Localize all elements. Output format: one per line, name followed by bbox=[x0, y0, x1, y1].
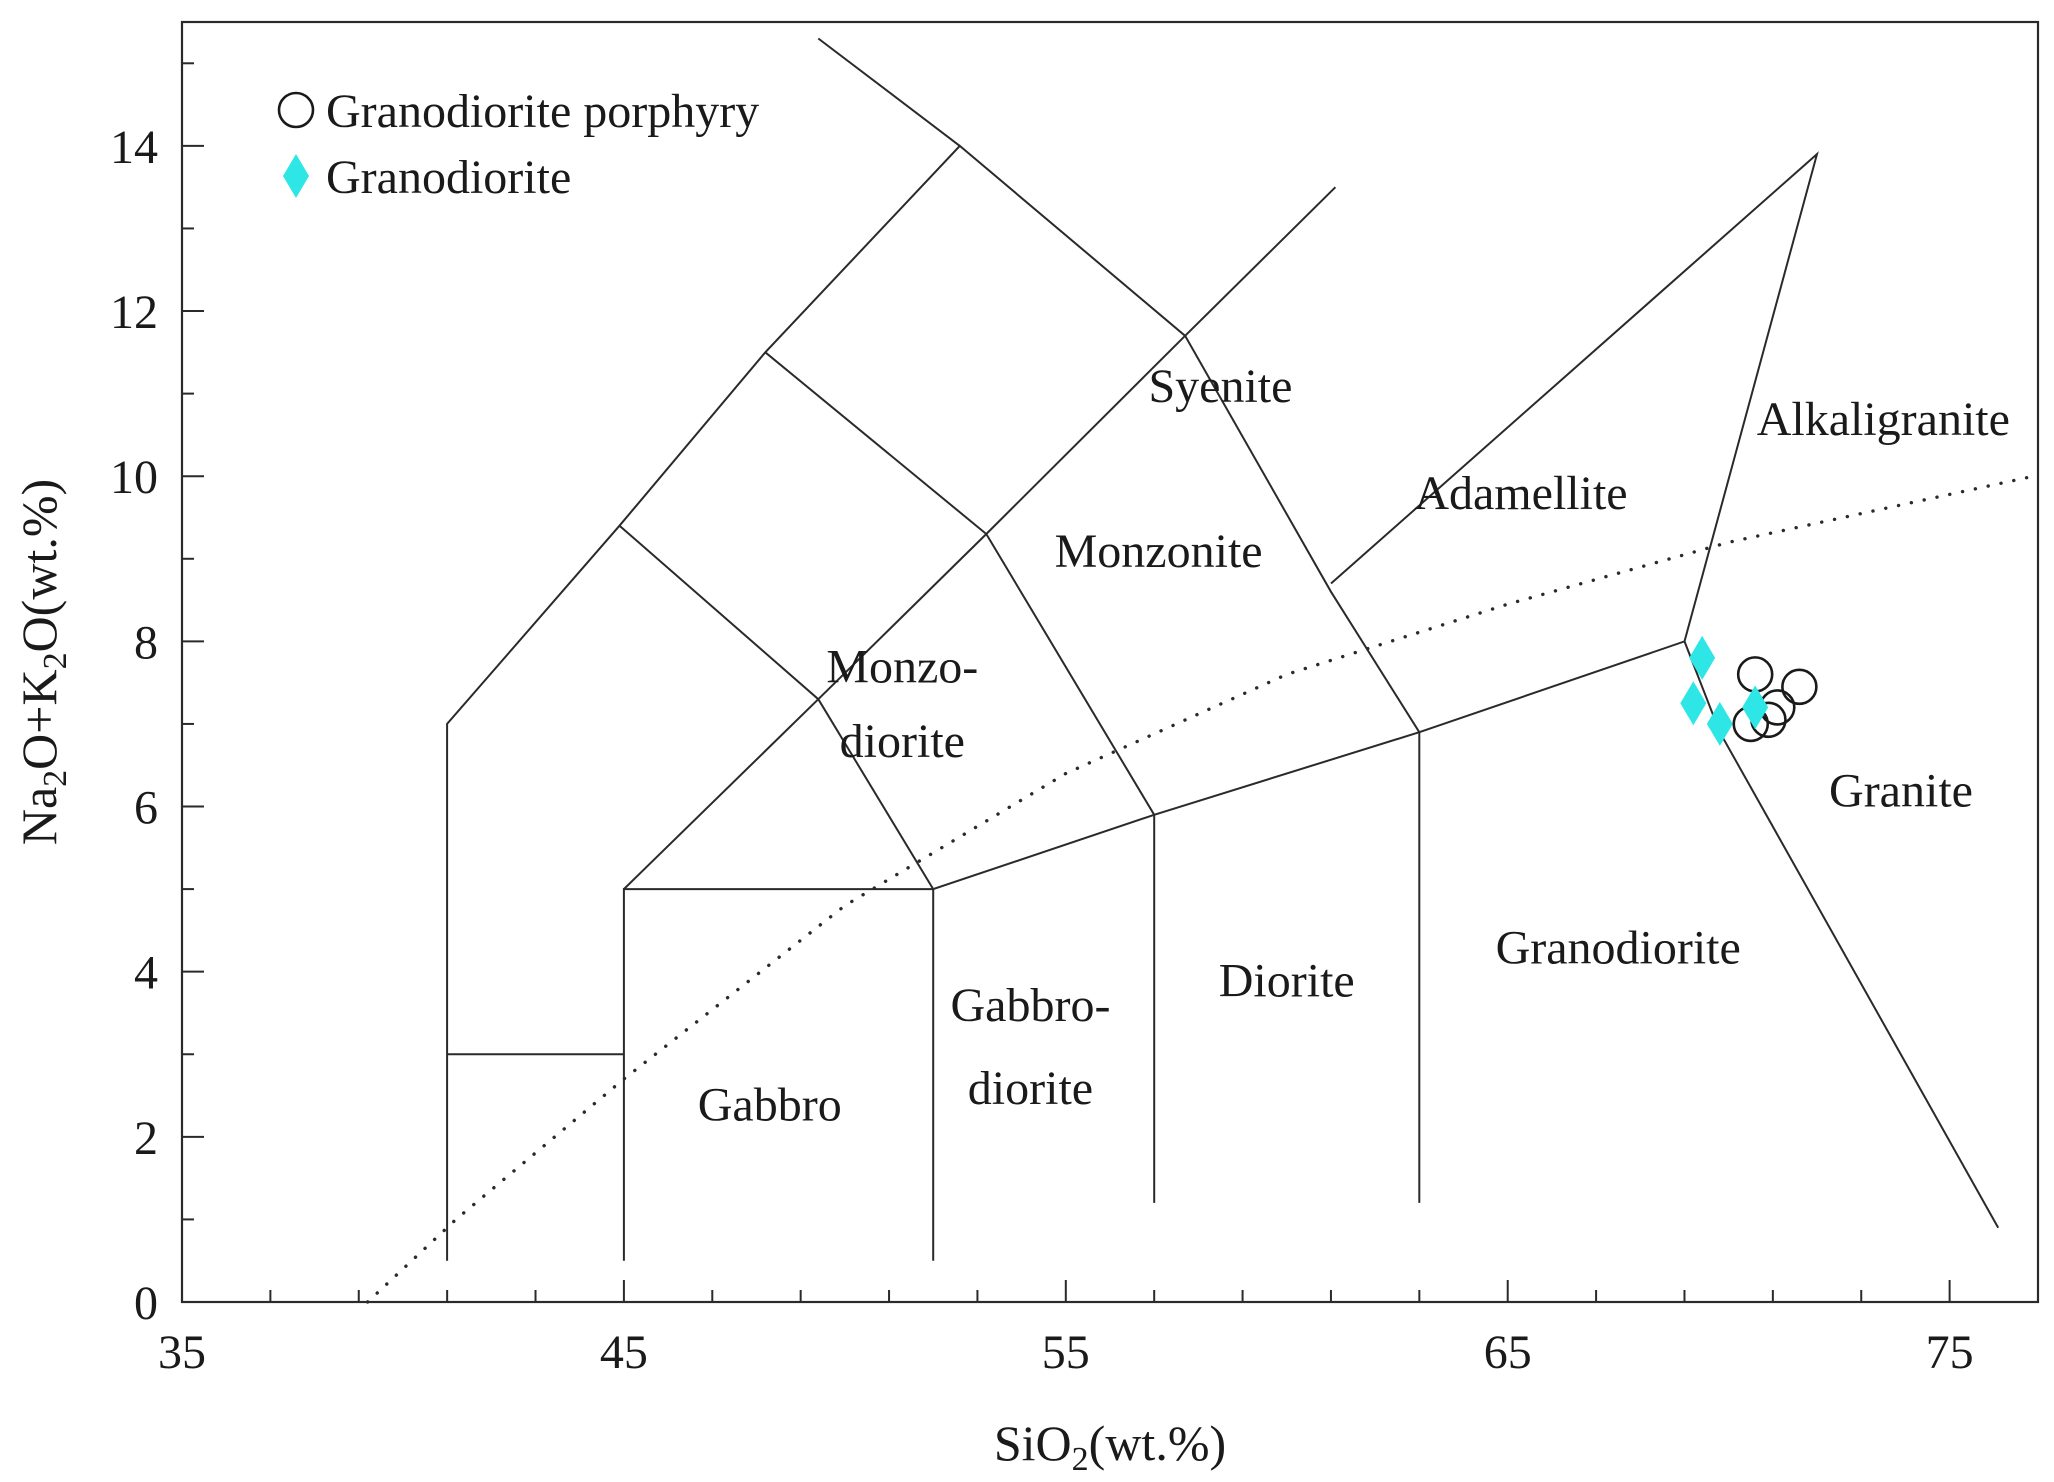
field-label: Monzo- bbox=[826, 641, 978, 694]
field-labels: Syenite Alkaligranite Adamellite Monzonite M… bbox=[698, 360, 2010, 1131]
data-points bbox=[1680, 635, 1818, 746]
y-tick-label: 8 bbox=[134, 616, 158, 669]
dotted-divide-line bbox=[365, 474, 2036, 1304]
y-tick-label: 4 bbox=[134, 947, 158, 1000]
x-axis-label: SiO2(wt.%) bbox=[994, 1415, 1226, 1478]
legend-label: Granodiorite bbox=[326, 151, 571, 204]
y-axis-label-part: O(wt.%) bbox=[11, 479, 67, 653]
field-label: Granodiorite bbox=[1496, 921, 1741, 974]
field-label: Adamellite bbox=[1414, 467, 1627, 520]
x-tick-label: 75 bbox=[1926, 1326, 1974, 1379]
field-label: diorite bbox=[968, 1062, 1093, 1115]
y-axis-label-subscript: 2 bbox=[37, 770, 74, 787]
field-label: Gabbro bbox=[698, 1078, 842, 1131]
plot-frame bbox=[180, 20, 2040, 1304]
granodiorite-point bbox=[1706, 701, 1733, 746]
y-axis-label-subscript: 2 bbox=[37, 652, 74, 669]
x-axis-label-main: SiO bbox=[994, 1415, 1072, 1471]
legend-circle-marker bbox=[277, 91, 315, 129]
y-axis-label: Na2O+K2O(wt.%) bbox=[11, 479, 74, 845]
field-label: Diorite bbox=[1219, 954, 1355, 1007]
x-tick-label: 65 bbox=[1484, 1326, 1532, 1379]
y-axis: 0 2 4 6 8 10 12 14 bbox=[110, 62, 204, 1330]
alkaline-subalkaline-divide bbox=[365, 474, 2036, 1304]
x-tick-label: 35 bbox=[158, 1326, 206, 1379]
x-tick-label: 55 bbox=[1042, 1326, 1090, 1379]
field-label: Alkaligranite bbox=[1757, 393, 2010, 446]
y-axis-label-part: Na bbox=[11, 787, 67, 845]
boundary-line bbox=[622, 888, 935, 1261]
y-tick-label: 10 bbox=[110, 451, 158, 504]
y-tick-label: 6 bbox=[134, 782, 158, 835]
field-label: Syenite bbox=[1148, 360, 1292, 413]
legend-diamond-marker bbox=[283, 154, 309, 198]
field-label: diorite bbox=[840, 715, 965, 768]
legend: Granodiorite porphyry Granodiorite bbox=[277, 85, 759, 204]
field-label: Granite bbox=[1829, 765, 1973, 818]
boundary-line bbox=[764, 351, 1156, 1203]
granodiorite-porphyry-point bbox=[1781, 668, 1818, 706]
x-tick-label: 45 bbox=[600, 1326, 648, 1379]
boundary-line bbox=[817, 37, 961, 147]
x-axis: 35 45 55 65 75 bbox=[158, 1280, 2039, 1379]
field-label: Gabbro- bbox=[950, 979, 1110, 1032]
y-axis-label-part: O+K bbox=[11, 669, 67, 769]
granodiorite-point bbox=[1680, 681, 1707, 726]
x-axis-label-subscript: 2 bbox=[1072, 1441, 1089, 1478]
x-axis-label-unit: (wt.%) bbox=[1089, 1415, 1226, 1471]
legend-label: Granodiorite porphyry bbox=[326, 85, 759, 138]
granodiorite-point bbox=[1742, 685, 1769, 730]
y-tick-label: 2 bbox=[134, 1112, 158, 1165]
y-tick-label: 0 bbox=[134, 1277, 158, 1330]
granodiorite-point bbox=[1689, 635, 1716, 680]
y-tick-label: 12 bbox=[110, 286, 158, 339]
plot-area-background bbox=[182, 22, 2038, 1302]
field-label: Monzonite bbox=[1055, 525, 1263, 578]
boundary-line bbox=[623, 186, 1337, 890]
boundary-line bbox=[932, 151, 1819, 891]
y-tick-label: 14 bbox=[110, 121, 158, 174]
